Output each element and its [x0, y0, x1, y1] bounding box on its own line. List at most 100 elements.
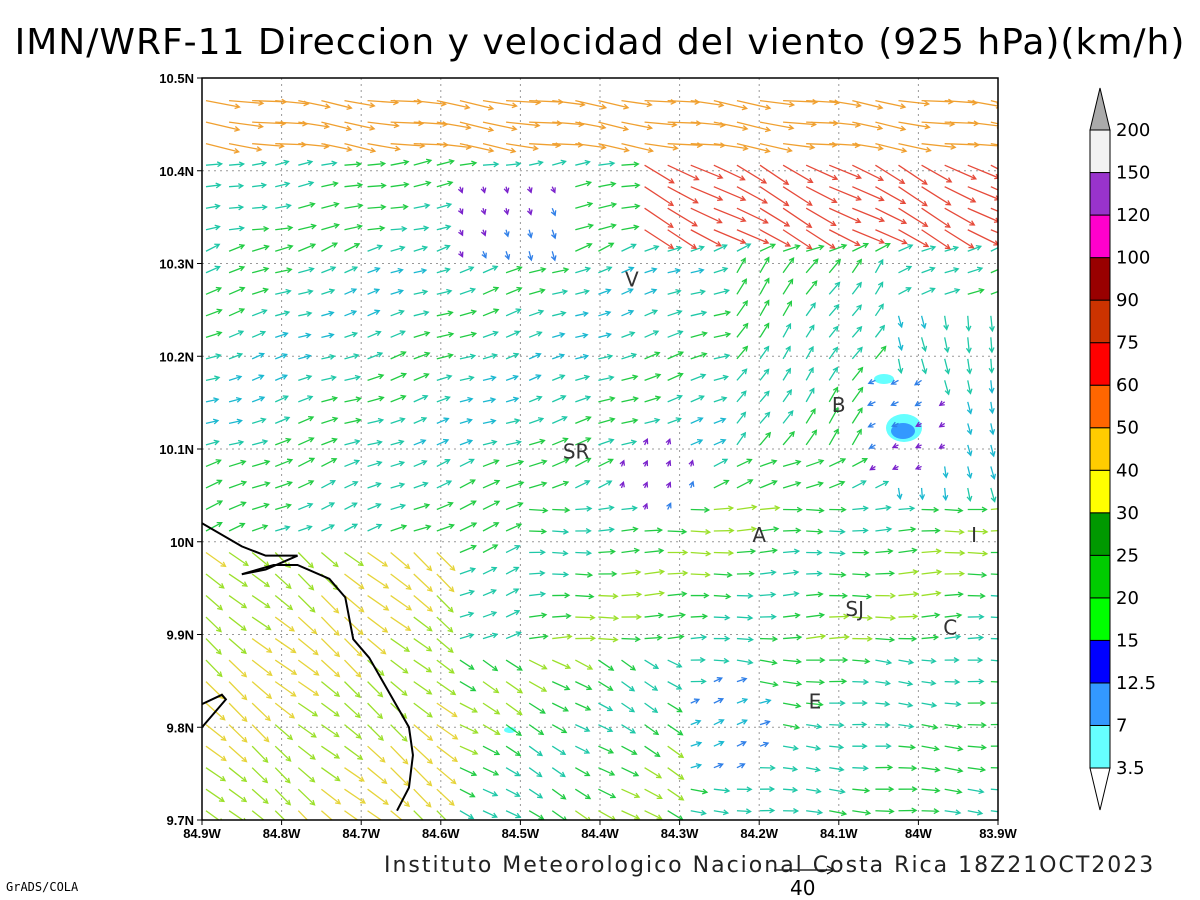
wind-arrow	[505, 523, 523, 532]
wind-arrow	[275, 288, 292, 295]
wind-arrow	[921, 527, 941, 534]
wind-arrow	[667, 207, 698, 227]
wind-arrow	[667, 164, 700, 181]
wind-arrow	[575, 143, 607, 151]
wind-arrow	[921, 723, 939, 730]
wind-arrow	[736, 504, 758, 511]
wind-arrow	[344, 417, 362, 425]
wind-arrow	[898, 723, 915, 730]
wind-arrow	[874, 258, 884, 274]
wind-arrow	[967, 744, 987, 751]
wind-arrow	[205, 418, 220, 425]
wind-arrow	[736, 458, 753, 468]
wind-arrow	[482, 702, 501, 715]
wind-arrow	[390, 288, 405, 295]
wind-arrow	[944, 229, 975, 249]
wind-arrow	[274, 638, 297, 654]
wind-arrow	[667, 810, 684, 820]
wind-arrow	[321, 288, 336, 295]
wind-arrow	[944, 723, 963, 730]
wind-arrow	[575, 550, 593, 556]
colorbar-label: 12.5	[1116, 673, 1156, 694]
wind-arrow	[759, 698, 772, 705]
wind-arrow	[898, 569, 919, 576]
wind-arrow	[551, 458, 570, 468]
wind-arrow	[944, 570, 966, 577]
wind-arrow	[413, 416, 428, 424]
wind-arrow	[528, 374, 542, 381]
wind-arrow	[598, 681, 614, 691]
wind-arrow	[898, 505, 916, 512]
wind-arrow	[644, 186, 675, 207]
colorbar-swatch	[1089, 257, 1111, 301]
wind-arrow	[344, 99, 376, 109]
wind-arrow	[505, 544, 521, 554]
wind-arrow	[644, 612, 665, 619]
wind-arrow	[891, 443, 899, 449]
wind-arrow	[436, 810, 447, 820]
wind-arrow	[828, 207, 862, 224]
wind-arrow	[898, 807, 918, 814]
wind-arrow	[344, 353, 360, 360]
wind-arrow	[598, 480, 613, 489]
wind-arrow	[251, 417, 267, 425]
wind-arrow	[644, 288, 658, 295]
wind-arrow	[550, 251, 557, 262]
wind-arrow	[575, 242, 593, 252]
wind-arrow	[920, 315, 927, 330]
wind-arrow	[667, 330, 684, 338]
wind-arrow	[783, 634, 803, 641]
wind-arrow	[575, 437, 592, 446]
wind-arrow	[921, 186, 952, 206]
wind-arrow	[944, 507, 964, 514]
wind-arrow	[736, 207, 769, 224]
wind-arrow	[921, 808, 940, 815]
wind-arrow	[713, 310, 732, 317]
wind-arrow	[944, 657, 960, 663]
wind-arrow	[459, 567, 477, 575]
wind-arrow	[575, 457, 592, 468]
wind-arrow	[665, 438, 672, 446]
wind-arrow	[736, 121, 772, 133]
wind-arrow	[482, 681, 500, 694]
wind-arrow	[459, 287, 477, 295]
wind-arrow	[736, 143, 771, 154]
wind-arrow	[690, 417, 704, 424]
wind-arrow	[550, 207, 557, 217]
wind-arrow	[390, 372, 408, 381]
colorbar-label: 90	[1116, 290, 1139, 311]
wind-arrow	[944, 288, 961, 295]
wind-arrow	[852, 480, 867, 489]
wind-arrow	[621, 374, 639, 381]
wind-arrow	[344, 161, 363, 168]
wind-arrow	[390, 810, 403, 820]
x-tick-label: 84.8W	[263, 826, 301, 841]
wind-arrow	[759, 299, 770, 317]
wind-arrow	[205, 810, 223, 820]
wind-arrow	[875, 548, 894, 555]
wind-arrow	[205, 265, 221, 274]
wind-arrow	[436, 417, 450, 425]
wind-arrow	[505, 352, 520, 360]
wind-arrow	[759, 99, 796, 108]
wind-arrow	[898, 613, 919, 620]
wind-arrow	[782, 322, 792, 338]
software-credit: GrADS/COLA	[6, 880, 79, 894]
wind-arrow	[921, 745, 940, 752]
wind-arrow	[298, 525, 313, 532]
wind-arrow	[644, 548, 665, 554]
wind-arrow	[852, 505, 869, 512]
wind-arrow	[988, 358, 995, 374]
wind-arrow	[690, 506, 711, 513]
wind-arrow	[914, 464, 922, 470]
wind-arrow	[621, 396, 639, 403]
wind-arrow	[759, 368, 770, 381]
wind-arrow	[413, 225, 430, 232]
wind-arrow	[666, 502, 672, 510]
wind-arrow	[990, 616, 998, 619]
wind-arrow	[528, 681, 548, 692]
wind-arrow	[644, 634, 663, 641]
wind-arrow	[552, 480, 570, 489]
wind-arrow	[390, 767, 410, 787]
wind-arrow	[898, 244, 914, 252]
